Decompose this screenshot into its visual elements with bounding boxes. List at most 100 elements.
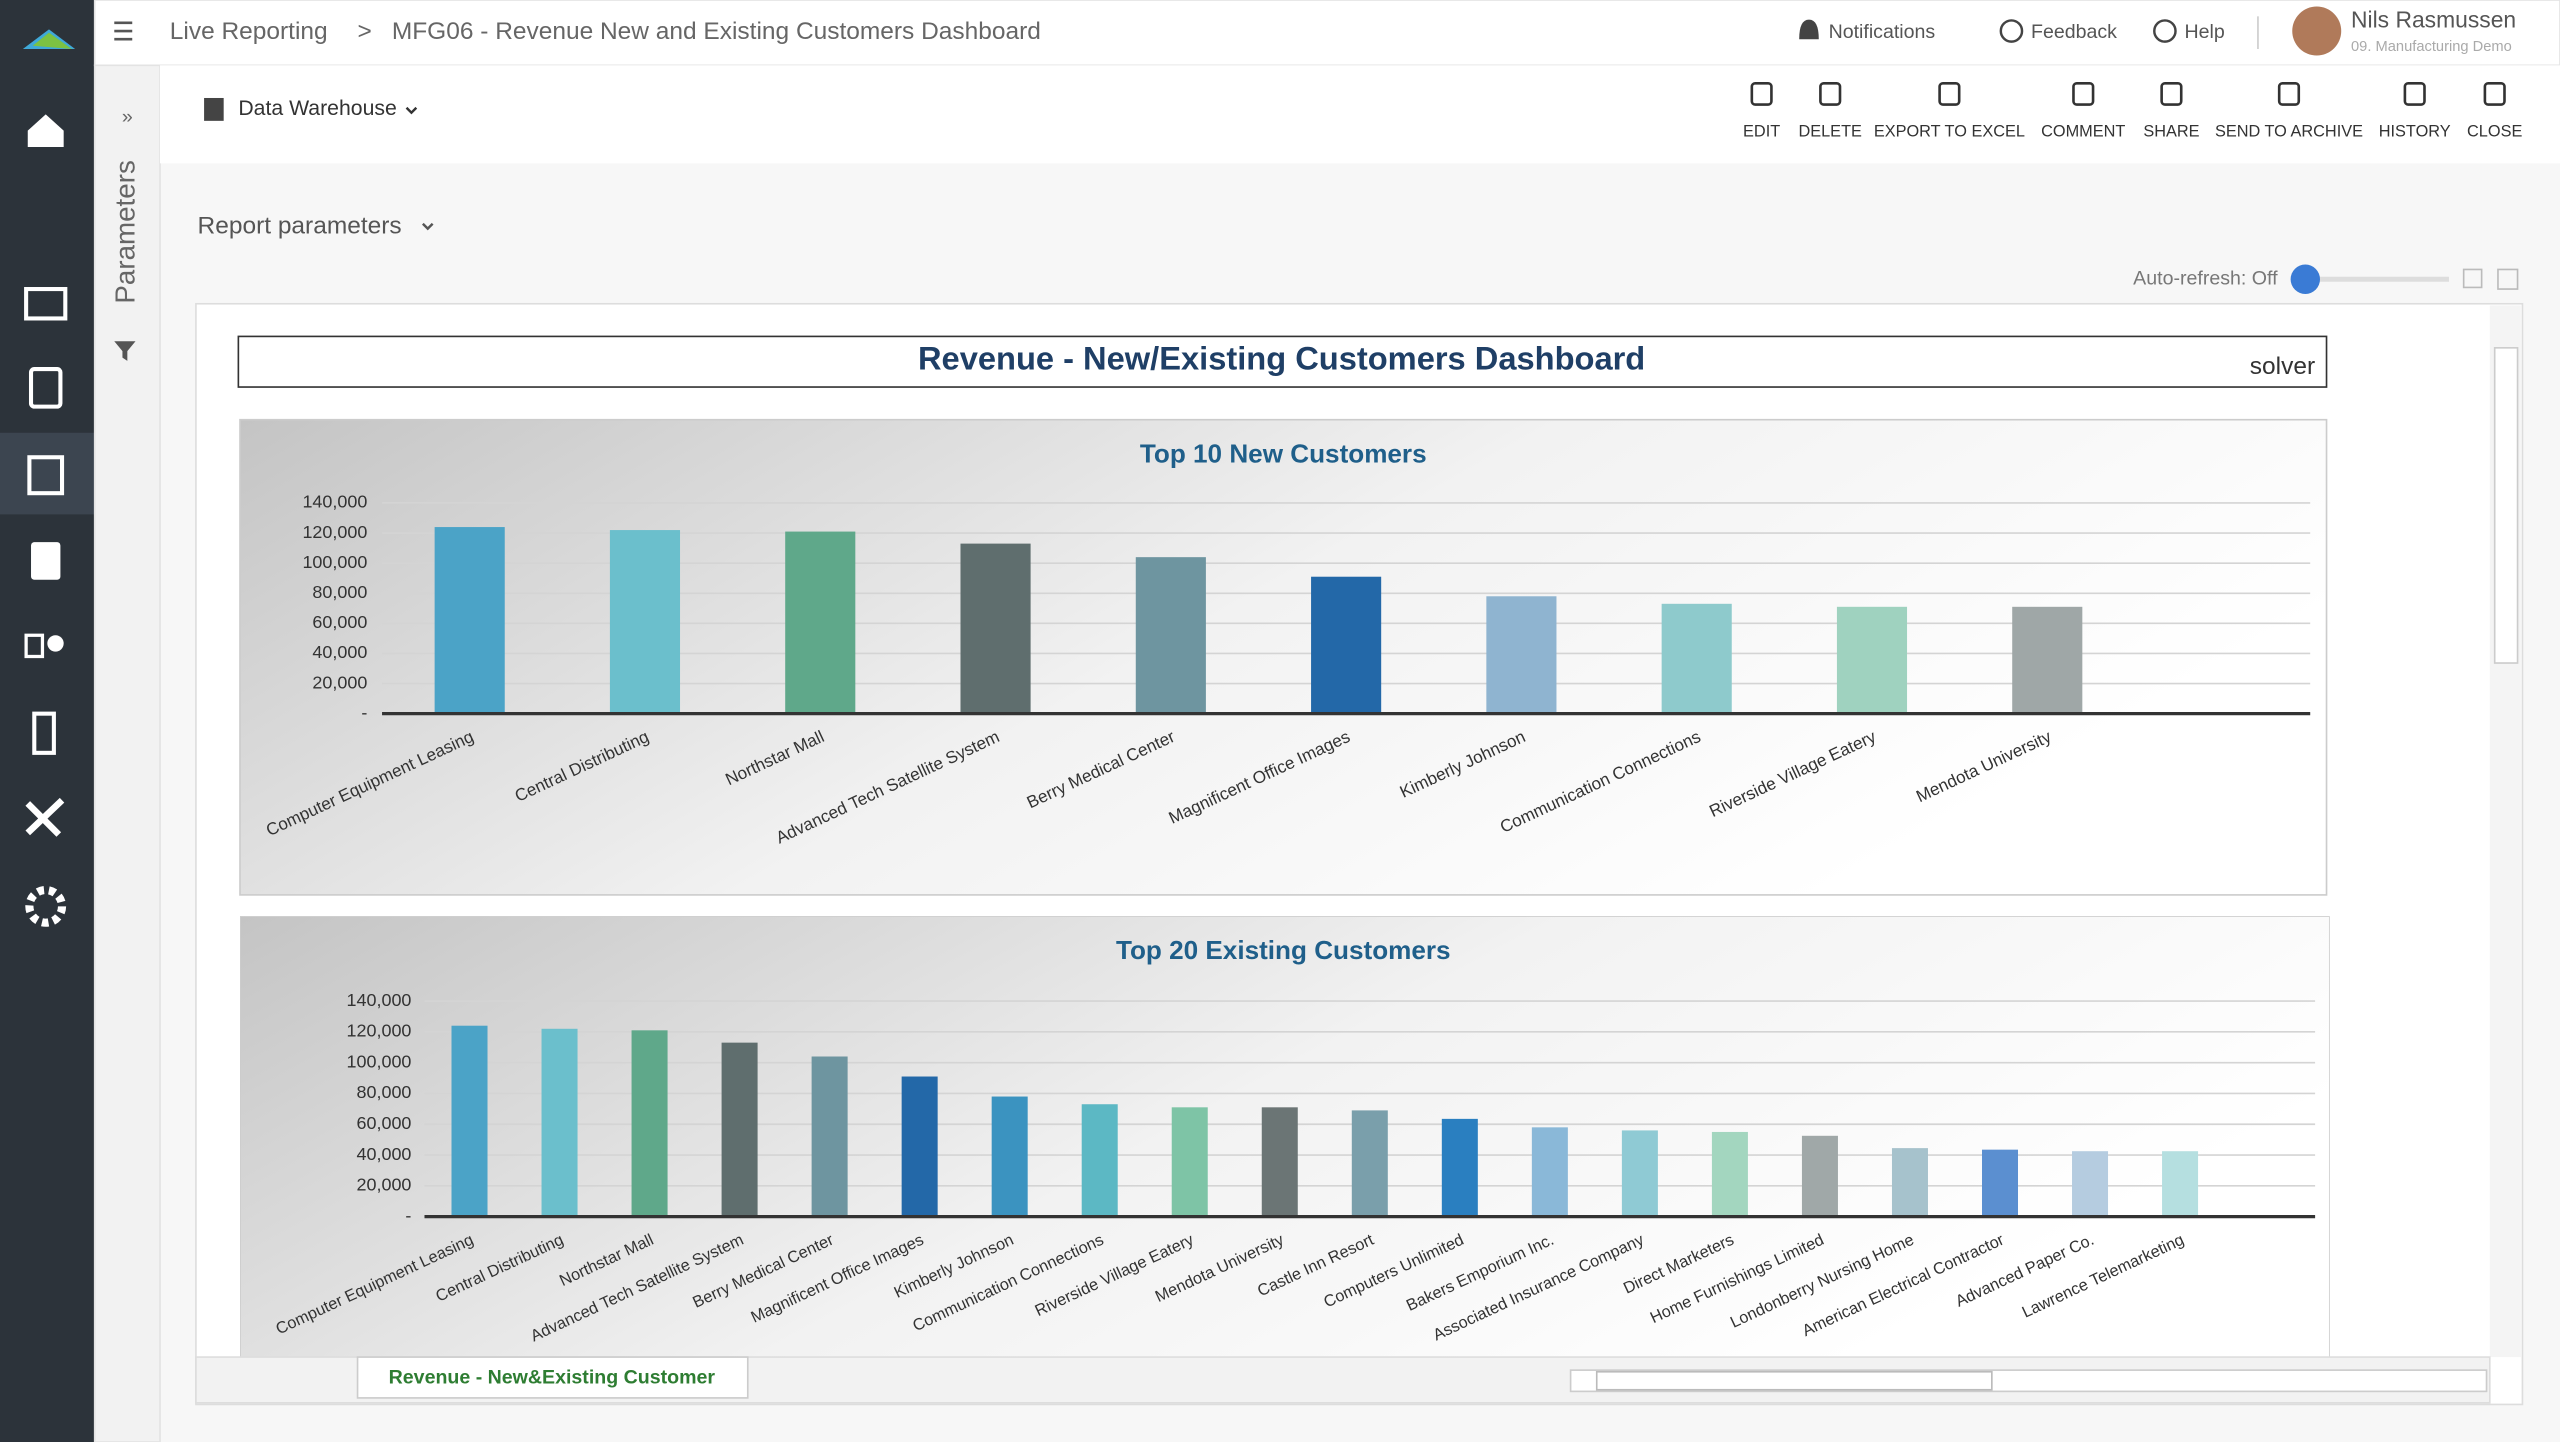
feedback-icon[interactable] <box>1999 19 2024 43</box>
bar <box>901 1076 938 1217</box>
solver-logo: solver <box>2250 353 2315 380</box>
bar <box>1981 1149 2019 1217</box>
top-bar <box>93 0 2560 67</box>
home-icon[interactable] <box>27 114 64 147</box>
y-tick-label: 100,000 <box>347 1051 412 1071</box>
breadcrumb-link[interactable]: Live Reporting <box>170 18 328 45</box>
filter-icon[interactable] <box>114 341 136 361</box>
chart-title: Top 10 New Customers <box>1140 439 1427 469</box>
y-tick-label: 140,000 <box>302 492 367 512</box>
help[interactable]: Help <box>2184 21 2224 43</box>
chart-title: Top 20 Existing Customers <box>1116 935 1451 965</box>
calculator-icon[interactable] <box>31 542 61 580</box>
toolbar-button[interactable]: CLOSE <box>2467 123 2522 141</box>
bar <box>1801 1135 1838 1217</box>
chart-clip: Top 20 Existing Customers - 20,000 40,000 60… <box>240 916 2330 1358</box>
y-tick-label: 100,000 <box>302 552 367 572</box>
bar <box>2012 606 2083 714</box>
bar <box>1891 1148 1928 1217</box>
h-scroll-thumb[interactable] <box>1595 1370 1993 1391</box>
expand-icon[interactable]: » <box>122 106 133 128</box>
bar <box>1621 1130 1658 1217</box>
refresh-toggle[interactable] <box>2290 264 2320 294</box>
report-parameters[interactable]: Report parameters <box>198 212 402 239</box>
chart-panel <box>239 418 2328 896</box>
data-source[interactable]: Data Warehouse <box>238 97 396 120</box>
breadcrumb-separator: > <box>358 18 372 45</box>
logo-icon <box>32 32 72 49</box>
bar <box>1261 1107 1298 1217</box>
bar <box>1711 1131 1748 1217</box>
grid-icon[interactable] <box>2497 268 2519 290</box>
toolbar-button[interactable]: EXPORT TO EXCEL <box>1874 123 2025 141</box>
toolbar-button[interactable]: SEND TO ARCHIVE <box>2215 123 2363 141</box>
toolbar-icon[interactable] <box>2072 81 2095 106</box>
bar <box>1171 1107 1208 1217</box>
users-icon[interactable] <box>47 635 64 652</box>
y-tick-label: 60,000 <box>312 612 367 632</box>
bar <box>1531 1127 1568 1217</box>
dropdown-caret[interactable] <box>421 222 434 231</box>
sheet-tab-label[interactable]: Revenue - New&Existing Customer <box>389 1366 716 1388</box>
toolbar-button[interactable]: COMMENT <box>2041 123 2125 141</box>
y-tick-label: 120,000 <box>302 522 367 542</box>
notifications[interactable]: Notifications <box>1829 21 1936 43</box>
bar <box>541 1028 578 1217</box>
sidebar <box>0 0 95 1442</box>
page-title: MFG06 - Revenue New and Existing Custome… <box>392 18 1041 45</box>
bar <box>631 1030 668 1217</box>
bar <box>1661 603 1732 714</box>
bar <box>2162 1151 2199 1217</box>
toolbar-button[interactable]: SHARE <box>2143 123 2199 141</box>
toolbar-icon[interactable] <box>2403 81 2426 106</box>
avatar[interactable] <box>2292 6 2342 56</box>
y-tick-label: - <box>405 1205 411 1225</box>
report-icon[interactable] <box>27 455 65 496</box>
users-icon[interactable] <box>24 633 45 659</box>
toolbar-button[interactable]: HISTORY <box>2379 123 2451 141</box>
bar <box>1441 1118 1478 1217</box>
y-tick-label: 80,000 <box>357 1082 412 1102</box>
bar <box>1836 606 1908 714</box>
y-tick-label: - <box>361 702 367 722</box>
dropdown-caret[interactable] <box>405 106 418 115</box>
toolbar-icon[interactable] <box>1938 81 1961 106</box>
toolbar-icon[interactable] <box>2160 81 2183 106</box>
sheet-tab[interactable] <box>356 1356 749 1399</box>
menu-icon[interactable] <box>114 21 133 41</box>
toolbar-buttons: EDIT DELETE EXPORT TO EXCEL COMMENT SHARE SEN… <box>1743 81 2522 141</box>
y-tick-label: 80,000 <box>312 582 367 602</box>
feedback[interactable]: Feedback <box>2031 21 2117 43</box>
hierarchy-icon[interactable] <box>32 711 56 755</box>
toolbar-icon[interactable] <box>1819 81 1842 106</box>
bar <box>1486 596 1557 714</box>
user-name[interactable]: Nils Rasmussen <box>2351 6 2516 32</box>
settings-icon[interactable] <box>25 885 67 927</box>
toolbar-button[interactable]: DELETE <box>1798 123 1862 141</box>
bar <box>721 1042 758 1217</box>
report-title: Revenue - New/Existing Customers Dashboa… <box>918 340 1645 377</box>
toolbar-icon[interactable] <box>2277 81 2301 106</box>
tasks-icon[interactable] <box>28 367 63 409</box>
y-tick-label: 40,000 <box>312 642 367 662</box>
bell-icon[interactable] <box>1799 19 1819 40</box>
parameters-strip <box>93 64 161 1442</box>
y-tick-label: 20,000 <box>312 672 367 692</box>
toolbar-icon[interactable] <box>2483 81 2506 106</box>
y-tick-label: 20,000 <box>357 1175 412 1195</box>
toolbar-icon[interactable] <box>1750 81 1773 106</box>
scroll-thumb[interactable] <box>2493 347 2519 664</box>
tools-icon[interactable] <box>25 797 65 837</box>
help-icon[interactable] <box>2153 19 2177 43</box>
bar <box>434 527 505 714</box>
parameters-label[interactable]: Parameters <box>110 160 141 303</box>
library-icon[interactable] <box>24 287 68 321</box>
auto-refresh: Auto-refresh: Off <box>2133 267 2278 289</box>
bar <box>960 543 1031 714</box>
expand-icon[interactable] <box>2462 268 2483 289</box>
bar <box>1135 557 1206 714</box>
toolbar-button[interactable]: EDIT <box>1743 123 1780 141</box>
bar <box>1311 576 1382 714</box>
bar <box>811 1056 848 1217</box>
